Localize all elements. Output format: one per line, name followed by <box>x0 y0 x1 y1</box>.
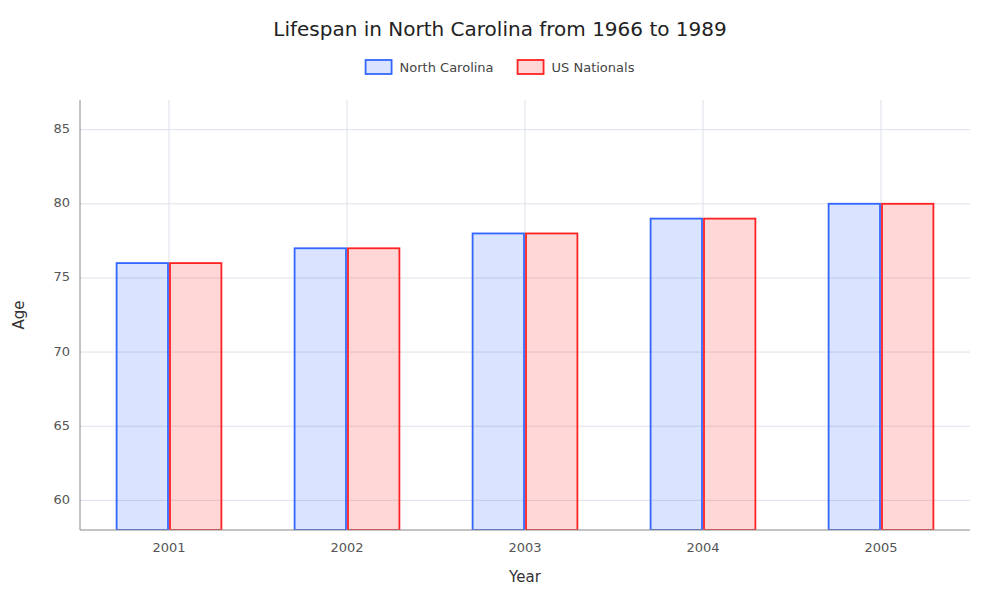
bar <box>348 248 399 530</box>
legend: North Carolina US Nationals <box>366 60 635 75</box>
y-tick-label: 65 <box>53 418 70 433</box>
bar <box>829 204 880 530</box>
x-tick-label: 2005 <box>864 540 897 555</box>
x-tick-label: 2003 <box>508 540 541 555</box>
legend-label: US Nationals <box>552 60 635 75</box>
x-tick-label: 2001 <box>152 540 185 555</box>
chart-svg: Lifespan in North Carolina from 1966 to … <box>0 0 1000 600</box>
bar <box>704 219 755 530</box>
chart-container: Lifespan in North Carolina from 1966 to … <box>0 0 1000 600</box>
legend-label: North Carolina <box>400 60 494 75</box>
x-tick-label: 2004 <box>686 540 719 555</box>
y-tick-label: 75 <box>53 269 70 284</box>
title: Lifespan in North Carolina from 1966 to … <box>273 17 726 41</box>
legend-item: North Carolina <box>366 60 494 75</box>
bar <box>526 233 577 530</box>
grid <box>80 100 970 530</box>
page: {"chart_data": {"type": "bar", "title": … <box>0 0 1000 600</box>
bar <box>170 263 221 530</box>
bar <box>117 263 168 530</box>
y-tick-label: 85 <box>53 121 70 136</box>
legend-item: US Nationals <box>518 60 635 75</box>
y-tick-label: 80 <box>53 195 70 210</box>
bars <box>117 204 934 530</box>
legend-swatch <box>518 60 544 74</box>
legend-swatch <box>366 60 392 74</box>
x-tick-label: 2002 <box>330 540 363 555</box>
bar <box>295 248 346 530</box>
y-tick-label: 60 <box>53 492 70 507</box>
y-axis-label: Age <box>10 300 28 329</box>
ticks: 60 65 70 75 80 85 2001 2002 2003 2004 2005 <box>53 121 897 555</box>
y-tick-label: 70 <box>53 344 70 359</box>
x-axis-line <box>80 530 970 531</box>
bar <box>473 233 524 530</box>
bar <box>882 204 933 530</box>
x-axis-label: Year <box>508 568 542 586</box>
bar <box>651 219 702 530</box>
y-axis-line <box>80 100 81 530</box>
